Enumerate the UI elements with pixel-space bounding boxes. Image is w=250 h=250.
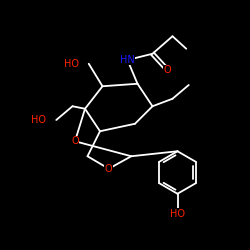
Text: O: O: [105, 164, 112, 174]
Text: O: O: [71, 136, 79, 146]
Text: O: O: [164, 65, 171, 75]
Text: HO: HO: [64, 59, 79, 69]
Text: HN: HN: [120, 55, 135, 65]
Text: HO: HO: [170, 209, 185, 219]
Text: HO: HO: [31, 115, 46, 125]
